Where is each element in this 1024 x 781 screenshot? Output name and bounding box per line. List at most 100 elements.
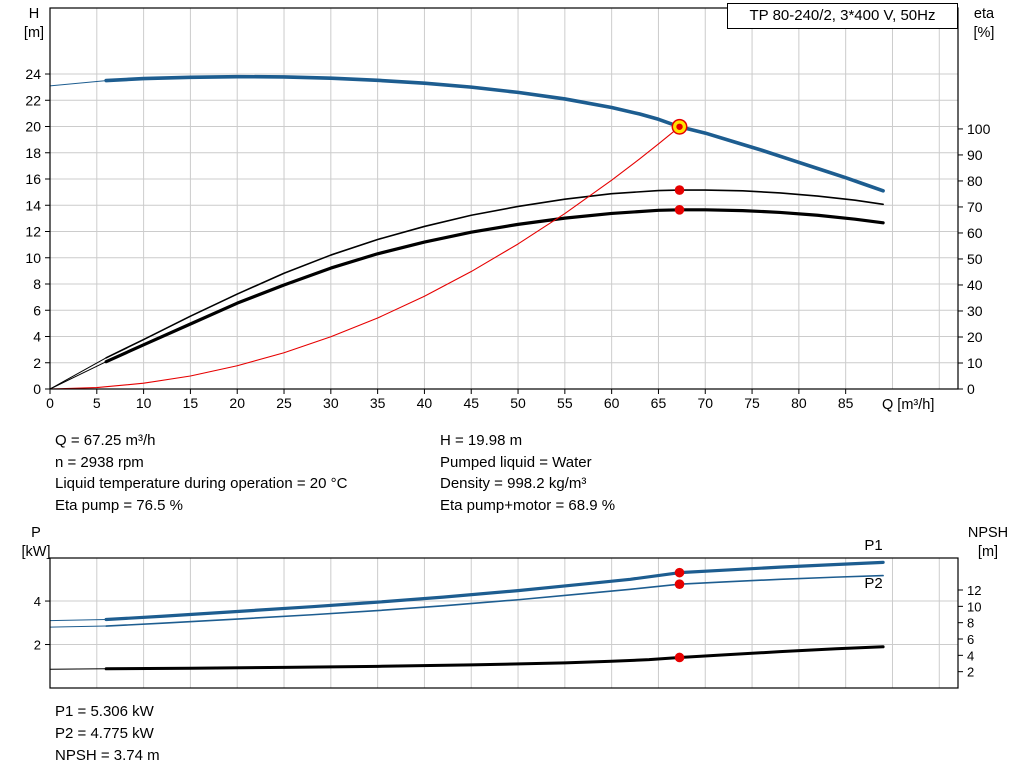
info-pumped-liquid: Pumped liquid = Water (440, 453, 592, 471)
y-left-tick-label: 4 (33, 329, 41, 345)
x-tick-label: 50 (510, 395, 526, 411)
y-right-tick-label: 10 (967, 599, 981, 614)
p2-curve (105, 574, 884, 627)
head-curve-lead (49, 80, 107, 87)
npsh-curve (104, 645, 885, 671)
x-tick-label: 85 (838, 395, 854, 411)
info-p1: P1 = 5.306 kW (55, 703, 154, 720)
power-axis-label-line2: [kW] (21, 544, 51, 560)
power-info-column: P1 = 5.306 kW P2 = 4.775 kW NPSH = 3.74 … (55, 701, 160, 767)
x-tick-label: 35 (370, 395, 386, 411)
y-right-tick-label: 12 (967, 583, 981, 598)
duty-point-center-dot (676, 123, 683, 130)
x-tick-label: 45 (463, 395, 479, 411)
q-axis-label: Q [m³/h] (882, 397, 935, 413)
y-left-tick-label: 20 (25, 119, 41, 135)
power-axis-label-line1: P (31, 525, 41, 541)
y-left-tick-label: 6 (33, 302, 41, 318)
system-curve (49, 126, 681, 390)
x-tick-label: 60 (604, 395, 620, 411)
head-curve (104, 74, 885, 193)
y-left-tick-label: 22 (25, 92, 41, 108)
y-left-tick-label: 2 (33, 355, 41, 371)
x-tick-label: 65 (651, 395, 667, 411)
npsh-axis-label: NPSH [m] (956, 524, 1020, 562)
info-speed: n = 2938 rpm (55, 453, 144, 471)
x-tick-label: 70 (697, 395, 713, 411)
info-eta-pump-motor: Eta pump+motor = 68.9 % (440, 496, 616, 514)
y-right-tick-label: 0 (967, 381, 975, 397)
x-tick-label: 75 (744, 395, 760, 411)
x-tick-label: 80 (791, 395, 807, 411)
y-left-tick-label: 18 (25, 145, 41, 161)
x-tick-label: 55 (557, 395, 573, 411)
y-left-tick-label: 2 (34, 638, 41, 653)
y-right-tick-label: 50 (967, 251, 983, 267)
y-right-tick-label: 100 (967, 121, 991, 137)
plot-border (49, 7, 959, 390)
operating-point-dot (674, 579, 685, 589)
y-right-tick-label: 4 (967, 648, 974, 663)
x-tick-label: 40 (417, 395, 433, 411)
y-right-tick-label: 90 (967, 147, 983, 163)
operating-point-dot (674, 652, 685, 663)
y-left-tick-label: 4 (34, 594, 41, 609)
eta-pump-motor-curve-lead (49, 361, 107, 390)
x-tick-label: 5 (93, 395, 101, 411)
x-tick-label: 0 (46, 395, 54, 411)
operating-point-dot (674, 205, 685, 215)
info-density: Density = 998.2 kg/m³ (440, 475, 587, 492)
npsh-axis-label-line1: NPSH (967, 525, 1009, 541)
y-left-tick-label: 0 (33, 381, 41, 397)
y-right-tick-label: 80 (967, 173, 983, 189)
x-tick-label: 15 (183, 395, 199, 411)
npsh-axis-label-line2: [m] (977, 544, 999, 560)
head-axis-label: H [m] (14, 5, 54, 43)
y-left-tick-label: 12 (25, 224, 41, 240)
x-tick-label: 25 (276, 395, 292, 411)
info-eta-pump: Eta pump = 76.5 % (55, 496, 183, 514)
info-liquid-temperature: Liquid temperature during operation = 20… (55, 475, 348, 492)
eta-pump-curve-lead (49, 357, 107, 390)
head-axis-label-line1: H (28, 6, 40, 22)
duty-info-right-column: H = 19.98 m Pumped liquid = Water Densit… (440, 430, 615, 516)
operating-point-dot (674, 185, 685, 195)
eta-axis-label-line2: [%] (973, 25, 995, 41)
y-right-tick-label: 60 (967, 225, 983, 241)
x-tick-label: 30 (323, 395, 339, 411)
y-left-tick-label: 14 (25, 197, 41, 213)
pump-title-box: TP 80-240/2, 3*400 V, 50Hz (727, 3, 958, 29)
info-flow: Q = 67.25 m³/h (55, 432, 156, 449)
x-tick-label: 10 (136, 395, 152, 411)
info-head: H = 19.98 m (440, 432, 523, 449)
series-label-p2: P2 (864, 575, 882, 592)
y-left-tick-label: 24 (25, 66, 41, 82)
y-right-tick-label: 30 (967, 303, 983, 319)
x-tick-label: 20 (229, 395, 245, 411)
info-p2: P2 = 4.775 kW (55, 725, 154, 742)
power-axis-label: P [kW] (14, 524, 58, 562)
qh-efficiency-chart: 0 5 10 15 20 25 30 35 40 45 50 55 60 65 70 75 80 85024681… (25, 7, 991, 411)
p1-curve (104, 560, 885, 622)
series-label-p1: P1 (864, 537, 882, 554)
y-left-tick-label: 8 (33, 276, 41, 292)
operating-point-dot (674, 567, 685, 578)
eta-pump-curve (105, 189, 884, 359)
eta-axis-label-line1: eta (973, 6, 995, 22)
y-right-tick-label: 8 (967, 616, 974, 631)
y-left-tick-label: 10 (25, 250, 41, 266)
p1-curve-lead (49, 619, 107, 622)
eta-axis-label: eta [%] (960, 5, 1008, 43)
y-right-tick-label: 70 (967, 199, 983, 215)
y-right-tick-label: 2 (967, 665, 974, 680)
y-left-tick-label: 16 (25, 171, 41, 187)
y-right-tick-label: 6 (967, 632, 974, 647)
head-axis-label-line2: [m] (23, 25, 45, 41)
y-right-tick-label: 10 (967, 355, 983, 371)
duty-info-left-column: Q = 67.25 m³/h n = 2938 rpm Liquid tempe… (55, 430, 347, 516)
y-right-tick-label: 20 (967, 329, 983, 345)
y-right-tick-label: 40 (967, 277, 983, 293)
eta-pump-motor-curve (104, 208, 885, 364)
